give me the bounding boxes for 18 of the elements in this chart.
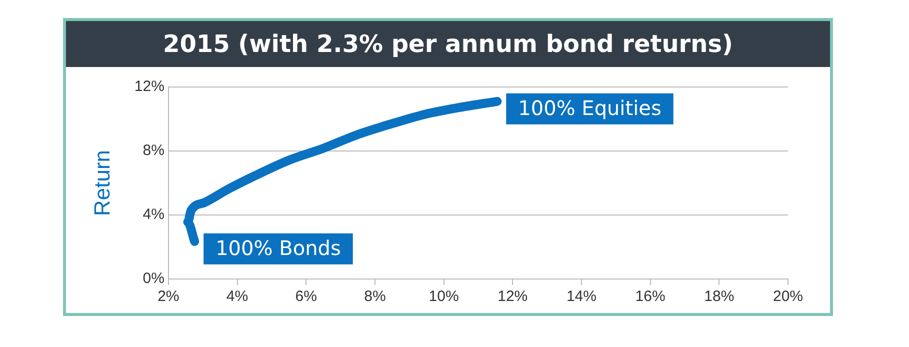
x-tick-label: 8% [364,288,386,306]
y-tick-label: 12% [134,78,164,96]
chart-title: 2015 (with 2.3% per annum bond returns) [66,21,830,67]
x-tick-label: 18% [704,288,734,306]
x-tick-label: 10% [428,288,459,306]
y-tick-label: 0% [142,270,164,288]
x-tick-label: 4% [226,288,248,306]
x-tick-label: 20% [772,288,804,306]
annotation: 100% Bonds [216,236,341,260]
y-tick-label: 8% [142,142,164,160]
x-tick-label: 16% [635,288,666,306]
x-tick-label: 12% [498,288,528,306]
x-tick-label: 6% [295,288,317,306]
x-tick-label: 2% [158,288,180,306]
y-tick-label: 4% [142,206,164,224]
x-tick-label: 14% [566,288,596,306]
annotation: 100% Equities [518,96,662,120]
y-axis-title: Return [89,150,114,216]
